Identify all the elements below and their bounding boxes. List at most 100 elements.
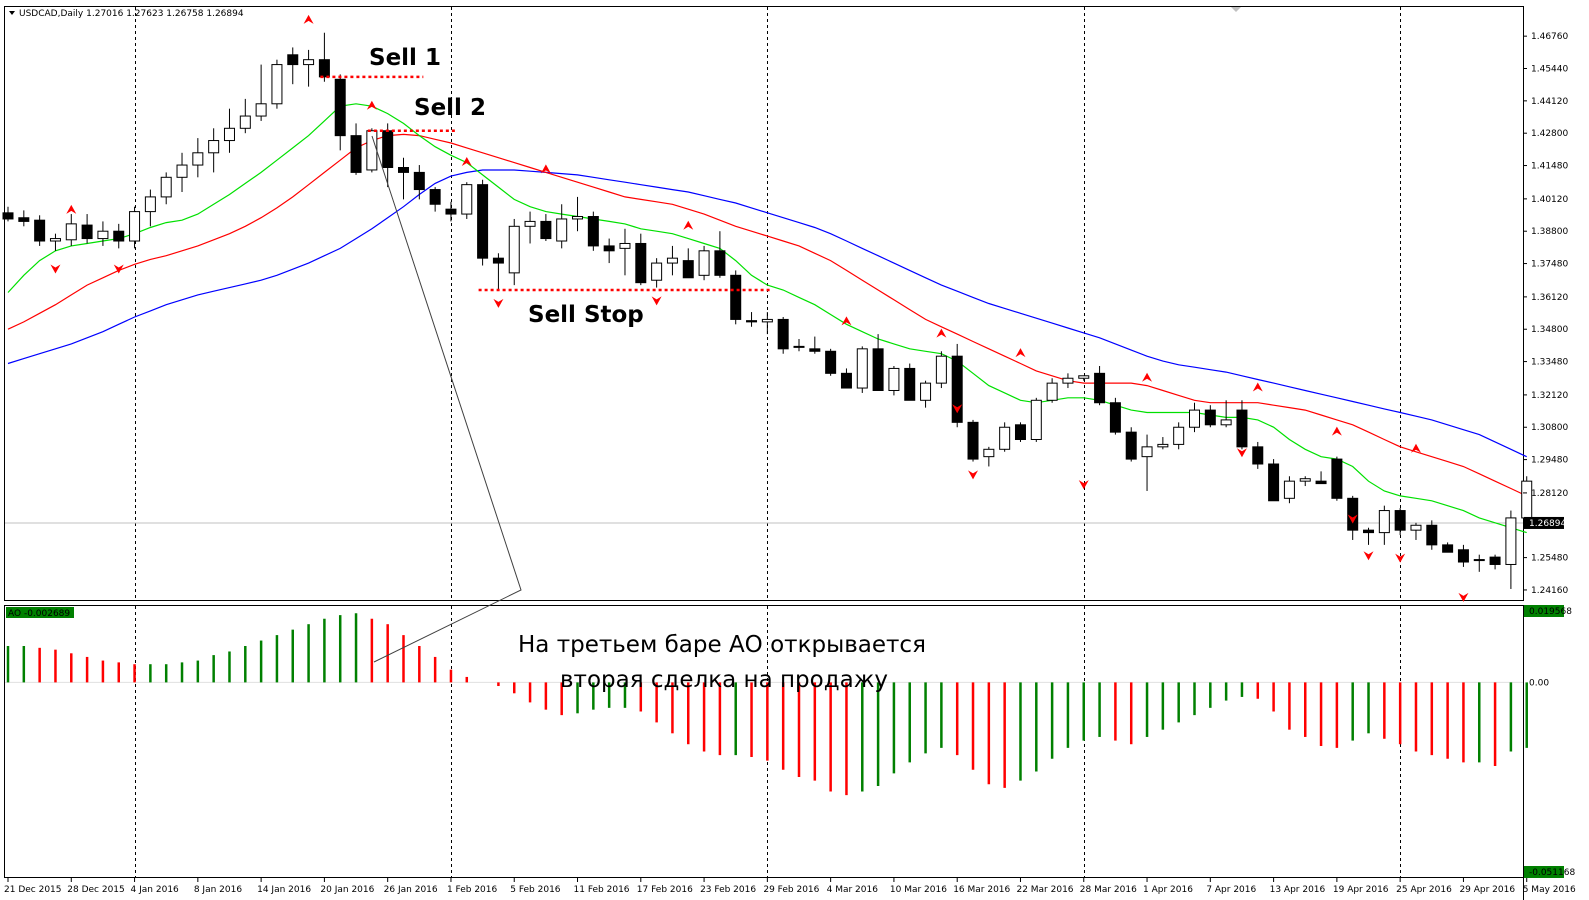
fractal-up-icon [461,157,472,167]
time-tick-label: 23 Feb 2016 [700,885,756,895]
price-tick-label: 1.42800 [1531,129,1568,139]
fractal-down-icon [1458,592,1469,602]
time-tick-label: 28 Mar 2016 [1080,885,1137,895]
candle [1283,476,1295,504]
fractal-down-icon [952,404,963,414]
candle-body [951,355,963,423]
time-tick-label: 7 Apr 2016 [1206,885,1256,895]
candle-body [666,257,678,264]
time-tick-label: 11 Feb 2016 [574,885,630,895]
candle-body [999,426,1011,450]
candle [1410,522,1422,540]
candle [1236,400,1248,450]
ao-tick-label: 0.00 [1529,678,1549,688]
candle-body [1299,478,1311,482]
time-tick-label: 28 Dec 2015 [67,885,125,895]
candle-body [97,230,109,240]
time-tick-label: 1 Apr 2016 [1143,885,1193,895]
candle-body [1410,524,1422,531]
fractal-down-icon [1078,480,1089,490]
candle [540,214,552,242]
candle [809,336,821,354]
time-tick-label: 4 Mar 2016 [827,885,879,895]
candle-body [572,216,584,220]
candle [1157,437,1169,450]
candle-body [429,189,441,205]
candle-body [777,318,789,350]
candle [951,343,963,428]
candle [935,351,947,389]
candle [49,233,61,251]
candle [1505,510,1517,589]
candle-body [239,115,251,129]
price-tick-label: 1.29480 [1531,456,1568,466]
candle-body [192,152,204,166]
candle [619,228,631,276]
price-tick-label: 1.28120 [1531,489,1568,499]
candle-body [698,250,710,276]
candle [1489,554,1501,570]
time-tick-label: 14 Jan 2016 [257,885,311,895]
fractal-up-icon [540,164,551,174]
candle [777,316,789,354]
candle [666,245,678,276]
price-tick-label: 1.33480 [1531,358,1568,368]
current-price-label: 1.26894 [1529,519,1566,529]
candle [856,346,868,393]
candle-body [524,220,536,227]
fractal-down-icon [1363,551,1374,561]
candle-body [271,64,283,105]
ao-tick-label: 0.019568 [1529,607,1572,617]
candle-body [1283,480,1295,499]
chart-shift-marker-icon[interactable] [1231,7,1241,12]
ao-axis-box [1524,605,1564,617]
candle [1173,422,1185,450]
price-tick-label: 1.41480 [1531,162,1568,172]
candle [65,214,77,246]
candle [572,196,584,232]
candle-body [208,140,220,154]
candle-body [1141,446,1153,458]
candle [1252,441,1264,469]
dropdown-arrow-icon[interactable] [9,11,15,15]
candle-body [334,78,346,137]
price-tick-label: 1.32120 [1531,391,1568,401]
candle-body [983,448,995,458]
candle [303,49,315,87]
candle [1457,544,1469,567]
candle-body [730,274,742,320]
candle-body [1378,510,1390,534]
candle-body [303,59,315,66]
candle-body [461,184,473,215]
fractal-down-icon [1236,448,1247,458]
fractal-down-icon [113,264,124,274]
time-tick-label: 22 Mar 2016 [1016,885,1073,895]
candle [730,270,742,325]
candle-body [1489,556,1501,565]
fractal-up-icon [1142,372,1153,382]
candle-body [967,421,979,460]
ma-mid-line [7,133,1527,497]
candle [492,253,504,291]
fractal-up-icon [683,220,694,230]
candle [334,74,346,151]
candle-body [1078,375,1090,379]
candle [208,128,220,173]
candle [287,47,299,85]
candle [888,365,900,396]
candle-body [1252,446,1264,465]
candle-body [318,59,330,78]
ma-fast-line [7,103,1527,534]
time-tick-label: 8 Jan 2016 [194,885,242,895]
fractal-up-icon [366,100,377,110]
candle [872,334,884,391]
fractal-down-icon [493,298,504,308]
candle-body [1394,510,1406,531]
fractal-up-icon [66,204,77,214]
candle-body [1094,372,1106,404]
candle-body [1046,382,1058,401]
sell-stop-label: Sell Stop [528,302,644,328]
candle [81,214,93,244]
price-tick-label: 1.40120 [1531,195,1568,205]
